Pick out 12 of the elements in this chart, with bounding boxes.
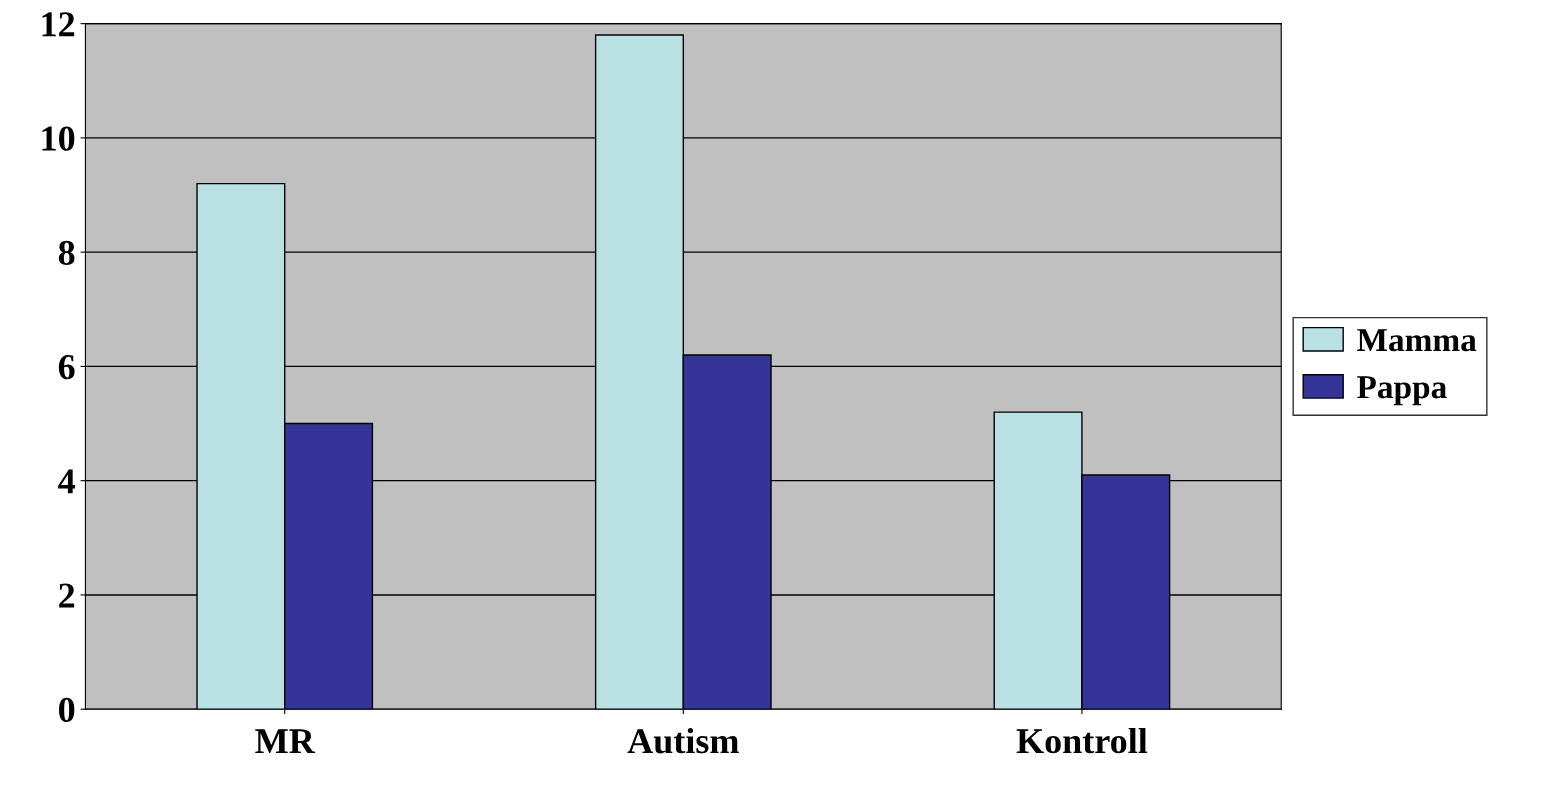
- x-tick-label: MR: [255, 729, 316, 754]
- y-tick-label: 10: [42, 126, 75, 151]
- y-tick-label: 4: [58, 469, 76, 494]
- y-tick-label: 6: [58, 355, 75, 380]
- legend-label: Mamma: [1357, 329, 1477, 352]
- y-tick-label: 2: [59, 583, 75, 608]
- x-tick-label: Autism: [627, 727, 739, 754]
- legend-label: Pappa: [1357, 376, 1447, 406]
- y-tick-label: 8: [58, 240, 75, 266]
- y-tick-label: 12: [42, 12, 75, 37]
- y-tick-label: 0: [59, 697, 75, 723]
- x-tick-label: Kontroll: [1016, 727, 1148, 754]
